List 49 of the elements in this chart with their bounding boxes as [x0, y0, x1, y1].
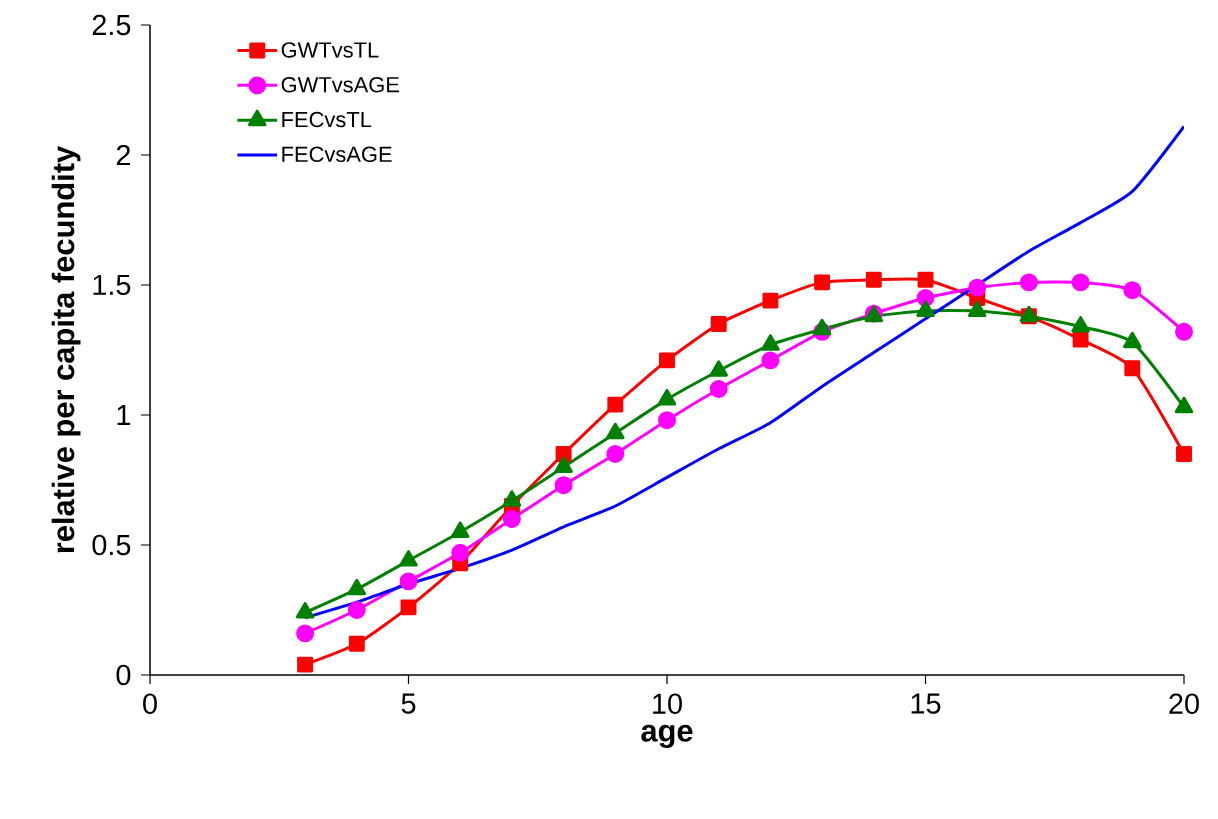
point [659, 352, 675, 369]
legend-label: FECvsAGE [282, 146, 392, 163]
y-tick-label: 0.5 [92, 534, 131, 556]
legend-label: FECvsTL [282, 111, 372, 128]
x-tick-label: 15 [911, 693, 941, 714]
y-tick-label: 2.5 [92, 14, 131, 36]
point [296, 624, 315, 643]
y-tick-label: 1.5 [93, 274, 131, 296]
point [814, 274, 831, 291]
point [400, 599, 417, 616]
point [1124, 360, 1141, 377]
point [1176, 446, 1192, 462]
point [761, 351, 780, 370]
point [347, 578, 367, 596]
y-axis-title: relative per capita fecundity [51, 145, 81, 553]
point [658, 411, 676, 430]
x-tick-label: 10 [653, 693, 682, 714]
point [710, 316, 727, 332]
point [709, 380, 728, 398]
point [297, 656, 314, 673]
x-tick-label: 5 [401, 693, 416, 714]
legend-label: GWTvsTL [281, 42, 379, 58]
point [502, 510, 521, 528]
y-tick-label: 1 [117, 405, 131, 425]
y-tick-label: 2 [116, 144, 131, 166]
x-axis-title: age [641, 724, 693, 748]
point [1175, 322, 1193, 341]
point [554, 476, 573, 495]
point [865, 271, 882, 288]
point [1123, 281, 1142, 300]
point [399, 550, 418, 567]
point [968, 278, 987, 297]
point [917, 271, 934, 288]
point [347, 601, 366, 619]
point [607, 396, 624, 413]
point [451, 543, 470, 562]
x-tick-label: 0 [143, 693, 157, 714]
point [762, 292, 779, 309]
point [555, 446, 572, 462]
x-tick-label: 20 [1169, 693, 1199, 714]
point [295, 602, 315, 619]
point [1019, 273, 1038, 292]
point [1071, 273, 1090, 292]
point [1072, 331, 1089, 348]
point [348, 635, 365, 652]
y-tick-label: 0 [116, 664, 131, 686]
point [606, 445, 625, 463]
legend-label: GWTvsAGE [281, 76, 399, 93]
point [399, 572, 418, 591]
